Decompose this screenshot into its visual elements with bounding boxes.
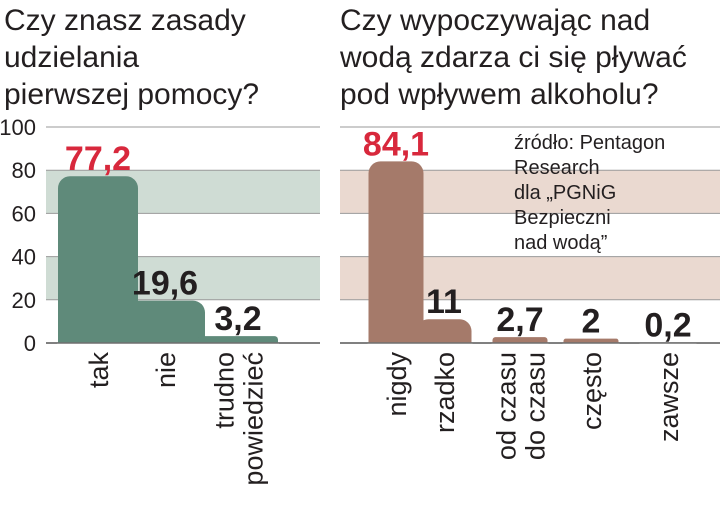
right-bar — [368, 161, 424, 355]
right-bar-base-mask — [562, 343, 620, 348]
right-category-line: do czasu — [521, 352, 551, 460]
right-bar-base-mask — [367, 343, 425, 357]
left-category-label: trudno powiedzieć — [210, 352, 269, 486]
left-category-label: tak — [84, 352, 114, 389]
right-value-label: 0,2 — [644, 307, 691, 345]
right-category-line: od czasu — [492, 352, 522, 460]
left-category-line: nie — [151, 352, 181, 388]
left-title-line: Czy znasz zasady — [4, 4, 246, 37]
left-bar — [58, 176, 138, 355]
left-chart-title: Czy znasz zasady udzielania pierwszej po… — [4, 2, 259, 113]
left-value-label: 19,6 — [132, 265, 198, 303]
left-category-line: powiedzieć — [239, 352, 269, 486]
right-category-line: rzadko — [430, 352, 460, 433]
y-tick-label: 60 — [12, 201, 36, 226]
y-tick-label: 100 — [0, 115, 36, 140]
right-chart-title: Czy wypoczywając nad wodą zdarza ci się … — [340, 2, 687, 113]
source-note: źródło: Pentagon Research dla „PGNiG Bez… — [514, 131, 714, 256]
left-value-label: 77,2 — [65, 140, 131, 178]
left-bar-base-mask — [124, 343, 206, 357]
right-category-line: zawsze — [654, 352, 684, 442]
left-category-label: nie — [151, 352, 181, 388]
left-bar-base-mask — [197, 343, 279, 349]
left-bar — [125, 300, 205, 355]
right-category-label: od czasu do czasu — [492, 352, 551, 460]
right-bar-base-mask — [415, 343, 473, 357]
left-title-line: pierwszej pomocy? — [4, 78, 260, 111]
right-category-label: zawsze — [654, 352, 684, 442]
source-line: Bezpieczni — [514, 207, 611, 229]
y-tick-label: 80 — [12, 158, 36, 183]
right-title-line: pod wpływem alkoholu? — [340, 78, 659, 111]
right-title-line: Czy wypoczywając nad — [340, 4, 651, 37]
source-line: dla „PGNiG — [514, 182, 617, 204]
right-category-line: nigdy — [382, 352, 412, 417]
right-value-label: 2,7 — [496, 301, 543, 339]
left-value-label: 3,2 — [214, 300, 261, 338]
right-category-label: często — [577, 352, 607, 430]
left-title-line: udzielania — [4, 41, 140, 74]
right-value-label: 84,1 — [363, 125, 429, 163]
y-tick-label: 20 — [12, 288, 36, 313]
left-category-line: tak — [84, 352, 114, 389]
right-value-label: 2 — [582, 303, 601, 341]
right-category-label: nigdy — [382, 352, 412, 417]
right-category-label: rzadko — [430, 352, 460, 433]
y-tick-label: 40 — [12, 245, 36, 270]
right-category-line: często — [577, 352, 607, 430]
source-line: nad wodą” — [514, 232, 608, 254]
right-bar-base-mask — [491, 343, 549, 348]
source-line: źródło: Pentagon — [514, 132, 666, 154]
left-bar-base-mask — [57, 343, 139, 357]
left-category-line: trudno — [210, 352, 240, 429]
right-bar-base-mask — [639, 343, 697, 346]
source-line: Research — [514, 157, 600, 179]
right-value-label: 11 — [426, 283, 462, 321]
y-tick-label: 0 — [24, 331, 36, 356]
right-title-line: wodą zdarza ci się pływać — [340, 41, 687, 74]
